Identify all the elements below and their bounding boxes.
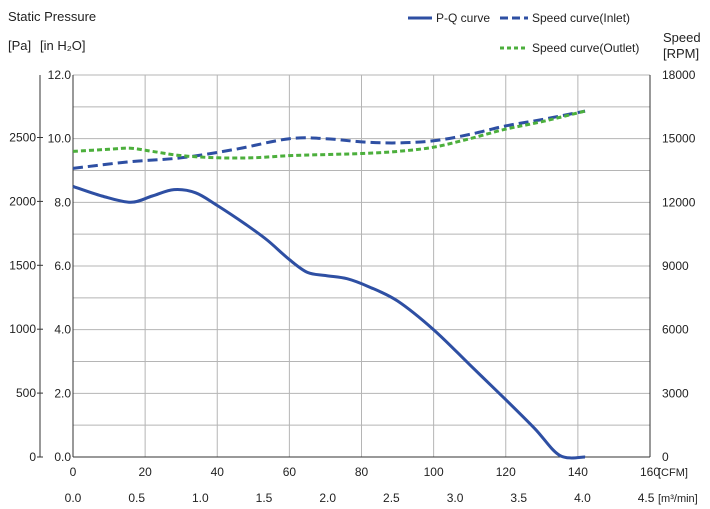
tick-label-m3min: 0.0: [65, 491, 82, 505]
tick-label-m3min: 0.5: [128, 491, 145, 505]
right-axis-title: Speed: [663, 30, 701, 45]
series-line-speed-inlet: [73, 111, 585, 168]
tick-label-pa: 2500: [9, 131, 36, 145]
tick-label-rpm: 12000: [662, 195, 696, 209]
legend-label-pq: P-Q curve: [436, 11, 490, 25]
tick-label-inh2o: 12.0: [48, 68, 72, 82]
tick-label-cfm: 0: [70, 465, 77, 479]
tick-label-inh2o: 0.0: [54, 450, 71, 464]
tick-label-m3min: 2.0: [319, 491, 336, 505]
tick-label-inh2o: 4.0: [54, 323, 71, 337]
tick-label-inh2o: 8.0: [54, 195, 71, 209]
series-line-speed-outlet: [73, 111, 585, 158]
tick-label-rpm: 6000: [662, 323, 689, 337]
tick-label-pa: 500: [16, 386, 36, 400]
tick-label-cfm: 60: [283, 465, 297, 479]
tick-label-pa: 0: [29, 450, 36, 464]
tick-label-inh2o: 10.0: [48, 132, 72, 146]
legend-label-outlet: Speed curve(Outlet): [532, 41, 639, 55]
tick-label-cfm: 140: [568, 465, 588, 479]
tick-label-rpm: 9000: [662, 259, 689, 273]
tick-label-pa: 2000: [9, 194, 36, 208]
series-line-pq: [73, 186, 585, 458]
tick-label-pa: 1500: [9, 258, 36, 272]
tick-label-m3min: 3.0: [447, 491, 464, 505]
tick-label-cfm: 100: [424, 465, 444, 479]
legend-label-inlet: Speed curve(Inlet): [532, 11, 630, 25]
tick-label-m3min: 4.0: [574, 491, 591, 505]
tick-labels: 0.02.04.06.08.010.012.005001000150020002…: [9, 68, 695, 505]
tick-label-m3min: 4.5: [638, 491, 655, 505]
x-axis-cfm-unit: [CFM]: [658, 467, 688, 479]
left-axis-unit-pa: [Pa]: [8, 38, 31, 53]
tick-label-m3min: 1.0: [192, 491, 209, 505]
tick-label-inh2o: 2.0: [54, 386, 71, 400]
legend: P-Q curve Speed curve(Inlet) Speed curve…: [408, 11, 639, 55]
x-axis-m3min-unit: [m³/min]: [658, 493, 698, 505]
tick-label-cfm: 40: [211, 465, 225, 479]
tick-label-inh2o: 6.0: [54, 259, 71, 273]
grid: [73, 75, 650, 457]
left-axis-title: Static Pressure: [8, 9, 96, 24]
tick-label-cfm: 120: [496, 465, 516, 479]
tick-label-m3min: 3.5: [510, 491, 527, 505]
tick-label-rpm: 3000: [662, 386, 689, 400]
tick-label-rpm: 18000: [662, 68, 696, 82]
left-axis-unit-inh2o: [in H₂O]: [40, 38, 86, 53]
tick-label-cfm: 20: [138, 465, 152, 479]
tick-label-cfm: 80: [355, 465, 369, 479]
right-axis-unit: [RPM]: [663, 46, 699, 61]
tick-label-m3min: 1.5: [256, 491, 273, 505]
tick-label-m3min: 2.5: [383, 491, 400, 505]
series-lines: [73, 111, 585, 458]
tick-label-rpm: 0: [662, 450, 669, 464]
tick-label-pa: 1000: [9, 322, 36, 336]
tick-label-rpm: 15000: [662, 132, 696, 146]
